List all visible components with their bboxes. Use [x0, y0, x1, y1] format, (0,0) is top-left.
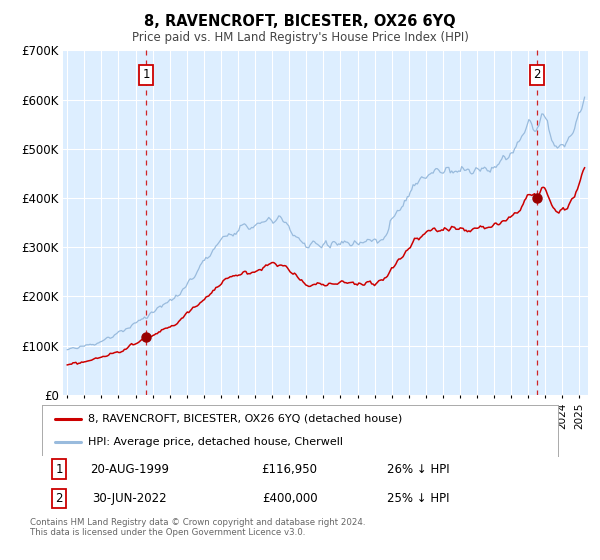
Text: 26% ↓ HPI: 26% ↓ HPI — [388, 463, 450, 476]
Text: 1: 1 — [55, 463, 63, 476]
Text: 30-JUN-2022: 30-JUN-2022 — [92, 492, 167, 505]
Text: £400,000: £400,000 — [262, 492, 317, 505]
Text: 8, RAVENCROFT, BICESTER, OX26 6YQ (detached house): 8, RAVENCROFT, BICESTER, OX26 6YQ (detac… — [88, 414, 403, 424]
Text: 2: 2 — [533, 68, 541, 82]
Text: 8, RAVENCROFT, BICESTER, OX26 6YQ: 8, RAVENCROFT, BICESTER, OX26 6YQ — [144, 14, 456, 29]
Text: 25% ↓ HPI: 25% ↓ HPI — [388, 492, 450, 505]
Text: 1: 1 — [142, 68, 150, 82]
Text: This data is licensed under the Open Government Licence v3.0.: This data is licensed under the Open Gov… — [30, 529, 305, 538]
Text: Price paid vs. HM Land Registry's House Price Index (HPI): Price paid vs. HM Land Registry's House … — [131, 31, 469, 44]
Text: £116,950: £116,950 — [262, 463, 317, 476]
Text: 2: 2 — [55, 492, 63, 505]
Text: 20-AUG-1999: 20-AUG-1999 — [90, 463, 169, 476]
Text: HPI: Average price, detached house, Cherwell: HPI: Average price, detached house, Cher… — [88, 437, 343, 447]
Text: Contains HM Land Registry data © Crown copyright and database right 2024.: Contains HM Land Registry data © Crown c… — [30, 519, 365, 528]
